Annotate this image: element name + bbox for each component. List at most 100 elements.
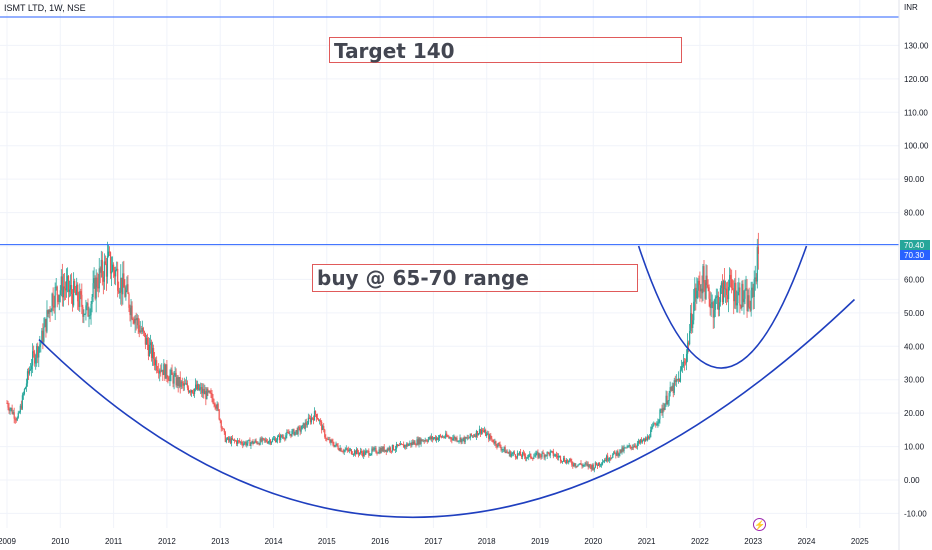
x-tick-label: 2017 [425, 537, 443, 546]
candle-body [304, 422, 306, 429]
candle-body [376, 452, 378, 454]
candle-body [113, 264, 115, 271]
candle-body [28, 369, 31, 374]
candle-body [34, 352, 36, 364]
candle-body [743, 298, 745, 303]
candle-body [372, 448, 374, 450]
candle-body [147, 344, 150, 356]
candle-body [605, 459, 607, 462]
candle-body [69, 285, 72, 290]
candle-body [229, 438, 232, 444]
candle-body [567, 460, 569, 463]
candle-body [431, 436, 433, 440]
y-tick-label: 110.00 [904, 108, 928, 117]
price-label-lower-bg [900, 250, 930, 260]
candle-body [73, 281, 75, 306]
candle-body [681, 365, 684, 367]
candle-body [50, 310, 52, 313]
candle-body [280, 435, 282, 441]
candle-body [733, 290, 735, 302]
time-axis[interactable]: 2009 2010 2011 2012 2013 2014 2015 2016 2017 2018… [0, 537, 869, 546]
candle-body [221, 427, 223, 429]
candle-body [620, 449, 622, 453]
candle-body [72, 294, 74, 306]
candle-body [454, 436, 456, 440]
candle-body [223, 428, 225, 433]
price-axis[interactable]: -10.00 0.00 10.00 20.00 30.00 40.00 50.00 60.00… [904, 41, 929, 518]
candle-body [669, 387, 671, 394]
candle-body [427, 438, 429, 442]
candle-body [624, 447, 626, 449]
candle-body [483, 431, 485, 432]
candle-body [367, 450, 369, 452]
candle-body [589, 464, 591, 466]
candle-body [289, 433, 291, 435]
candle-body [411, 442, 413, 446]
symbol-title[interactable]: ISMT LTD, 1W, NSE [4, 3, 86, 13]
candle-body [464, 437, 466, 443]
candle-body [750, 290, 752, 311]
candle-body [496, 445, 498, 447]
candle-body [507, 452, 509, 454]
candle-body [39, 344, 41, 348]
buy-annotation[interactable]: buy @ 65-70 range [312, 264, 638, 292]
candle-body [607, 455, 609, 461]
candle-body [103, 261, 105, 282]
candle-body [601, 462, 604, 465]
y-tick-label: 80.00 [904, 209, 925, 218]
candle-body [192, 392, 195, 394]
candle-body [19, 405, 21, 413]
candle-body [175, 373, 177, 386]
candle-body [269, 440, 272, 444]
candle-body [698, 280, 700, 285]
candle-body [606, 455, 608, 462]
candle-body [475, 431, 478, 437]
candle-body [398, 444, 401, 446]
candle-body [520, 455, 523, 457]
lightning-icon[interactable]: ⚡ [753, 518, 766, 531]
candle-body [135, 318, 137, 321]
candle-body [283, 436, 285, 439]
candle-body [632, 447, 634, 449]
y-tick-label: 10.00 [904, 443, 925, 452]
candle-body [316, 417, 319, 420]
candle-body [430, 436, 432, 440]
candle-body [49, 309, 51, 313]
candle-body [65, 280, 68, 291]
candle-body [140, 330, 142, 332]
candle-body [530, 453, 532, 458]
candle-body [575, 465, 577, 467]
candle-body [94, 278, 96, 299]
candle-body [191, 390, 194, 393]
candle-body [683, 361, 686, 363]
candle-body [716, 295, 718, 297]
candle-body [617, 451, 619, 456]
target-annotation[interactable]: Target 140 [329, 37, 682, 63]
candle-body [621, 447, 623, 453]
candle-body [486, 433, 488, 436]
candle-body [697, 280, 699, 291]
candle-body [424, 440, 426, 442]
candle-body [548, 452, 550, 456]
candle-body [418, 438, 420, 445]
x-tick-label: 2021 [638, 537, 656, 546]
price-label-upper: 70.40 [904, 241, 925, 250]
candle-body [373, 448, 375, 450]
candle-body [96, 277, 98, 288]
candle-body [177, 377, 179, 386]
candle-body [244, 442, 246, 444]
candle-body [161, 369, 163, 372]
candle-body [614, 451, 616, 453]
candle-body [342, 451, 344, 453]
candle-body [99, 268, 101, 273]
candle-body [390, 450, 392, 452]
candle-body [648, 436, 650, 439]
candle-body [433, 437, 436, 439]
candle-body [630, 446, 632, 449]
candle-body [445, 433, 447, 438]
candle-body [616, 451, 618, 456]
candle-body [301, 425, 303, 430]
candle-body [703, 266, 705, 283]
candle-body [31, 365, 33, 370]
